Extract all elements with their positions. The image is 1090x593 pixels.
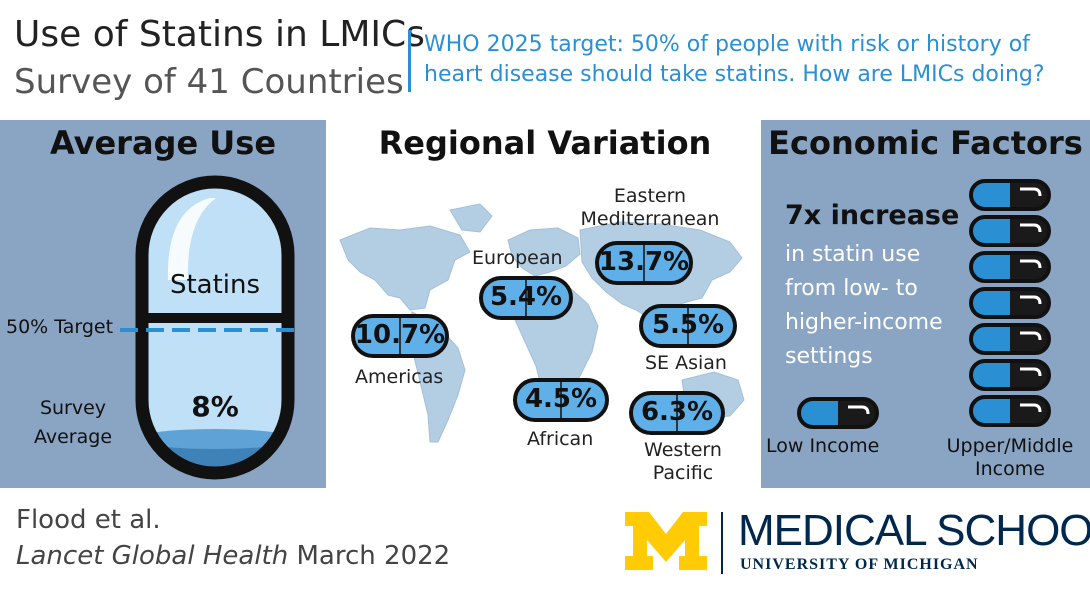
economic-headline: 7x increase [785,200,960,231]
income-pill-icon [797,397,879,429]
income-pill-icon [969,287,1051,319]
income-pill-icon [969,395,1051,427]
upper-middle-income-label: Upper/Middle Income [946,435,1074,480]
citation-date: March 2022 [296,541,451,571]
region-value: 10.7% [354,320,446,350]
logo-divider [721,512,723,574]
income-pill-icon [969,359,1051,391]
page-subtitle: Survey of 41 Countries [14,62,404,102]
pill-label: Statins [169,270,261,300]
region-label: Eastern Mediterranean [580,185,720,230]
logo-name: MEDICAL SCHOOL [738,506,1090,555]
page-title: Use of Statins in LMICs [14,14,425,55]
economic-body: in statin use from low- to higher-income… [785,242,943,369]
target-label: 50% Target [6,316,114,338]
economic-factors-title: Economic Factors [768,124,1083,162]
region-bubble-shape [351,314,449,358]
region-value: 5.5% [651,310,725,340]
logo-subtitle: UNIVERSITY OF MICHIGAN [740,556,979,573]
region-value: 6.3% [640,397,714,427]
citation-journal: Lancet Global Health [16,541,289,571]
survey-average-value: 8% [191,390,239,423]
pill-outline [135,175,295,480]
region-bubble-shape [639,304,737,348]
who-target-note: WHO 2025 target: 50% of people with risk… [424,32,1045,87]
region-label: Western Pacific [644,439,722,484]
region-label: Americas [355,366,444,388]
survey-average-fill-surface [142,429,288,449]
region-label: SE Asian [645,352,727,374]
region-value: 13.7% [598,247,690,277]
income-pill-icon [969,179,1051,211]
region-bubble-shape [513,378,609,422]
region-value: 5.4% [489,282,563,312]
pill-highlight [167,198,216,280]
income-pill-icon [969,215,1051,247]
region-bubble-shape [629,391,725,435]
income-pill-icon [969,323,1051,355]
survey-average-label: Survey Average [33,397,113,448]
europe-shape [507,227,581,277]
region-bubble-shape [595,241,693,285]
average-use-title: Average Use [49,124,277,162]
citation-authors: Flood et al. [16,505,161,535]
block-m-shape [625,512,707,570]
region-label: European [472,247,563,269]
low-income-label: Low Income [766,435,880,457]
region-value: 4.5% [524,384,598,414]
region-label: African [527,428,594,450]
statin-pill-gauge [135,175,295,480]
north-america-shape [339,225,471,311]
citation-journal-line: Lancet Global Health March 2022 [16,541,450,571]
greenland-shape [449,203,493,233]
region-bubble-shape [479,276,573,320]
header-divider [408,30,411,92]
income-pill-icon [969,251,1051,283]
target-line [120,328,298,332]
block-m-logo [625,512,707,570]
regional-variation-title: Regional Variation [378,124,712,162]
